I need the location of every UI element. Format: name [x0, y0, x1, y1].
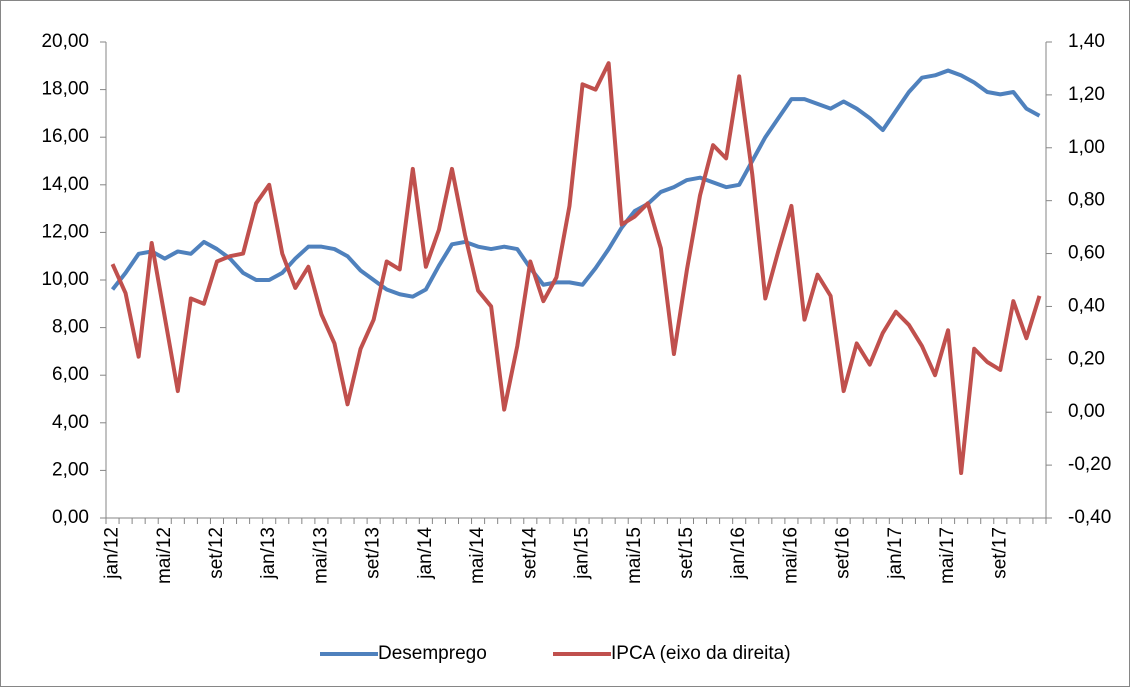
- x-tick-label: mai/15: [624, 527, 645, 584]
- x-tick-label: jan/16: [728, 527, 749, 580]
- x-tick-label: jan/13: [258, 527, 279, 580]
- y-tick-label: 0,00: [52, 507, 89, 528]
- legend-label: Desemprego: [378, 643, 487, 664]
- x-tick-label: set/14: [519, 527, 540, 579]
- x-tick-label: jan/12: [102, 527, 123, 580]
- y2-tick-label: 0,80: [1068, 190, 1105, 211]
- x-tick-label: mai/13: [310, 527, 331, 584]
- y2-tick-label: 1,20: [1068, 84, 1105, 105]
- y-tick-label: 8,00: [52, 317, 89, 338]
- y2-tick-label: -0,40: [1068, 507, 1111, 528]
- y2-tick-label: 0,40: [1068, 295, 1105, 316]
- x-tick-label: jan/14: [415, 527, 436, 580]
- y2-tick-label: 0,00: [1068, 401, 1105, 422]
- x-tick-label: set/13: [363, 527, 384, 579]
- x-tick-label: set/15: [676, 527, 697, 579]
- x-tick-label: mai/14: [467, 527, 488, 584]
- x-tick-label: set/12: [206, 527, 227, 579]
- y-tick-label: 2,00: [52, 459, 89, 480]
- y2-tick-label: 1,40: [1068, 31, 1105, 52]
- y-tick-label: 10,00: [41, 269, 89, 290]
- y-tick-label: 4,00: [52, 412, 89, 433]
- y-tick-label: 18,00: [41, 79, 89, 100]
- series-line: [110, 61, 1042, 476]
- y-tick-label: 20,00: [41, 31, 89, 52]
- y-tick-label: 6,00: [52, 364, 89, 385]
- y-tick-label: 14,00: [41, 174, 89, 195]
- y2-tick-label: -0,20: [1068, 454, 1111, 475]
- series-line: [110, 68, 1041, 299]
- y-tick-label: 16,00: [41, 126, 89, 147]
- x-tick-label: set/16: [833, 527, 854, 579]
- x-tick-label: mai/16: [780, 527, 801, 584]
- x-tick-label: mai/12: [154, 527, 175, 584]
- y2-tick-label: 0,60: [1068, 243, 1105, 264]
- x-tick-label: set/17: [989, 527, 1010, 579]
- y2-tick-label: 0,20: [1068, 348, 1105, 369]
- x-tick-label: jan/15: [572, 527, 593, 580]
- x-tick-label: mai/17: [937, 527, 958, 584]
- y2-tick-label: 1,00: [1068, 137, 1105, 158]
- legend-label: IPCA (eixo da direita): [611, 643, 791, 664]
- x-tick-label: jan/17: [885, 527, 906, 580]
- y-tick-label: 12,00: [41, 221, 89, 242]
